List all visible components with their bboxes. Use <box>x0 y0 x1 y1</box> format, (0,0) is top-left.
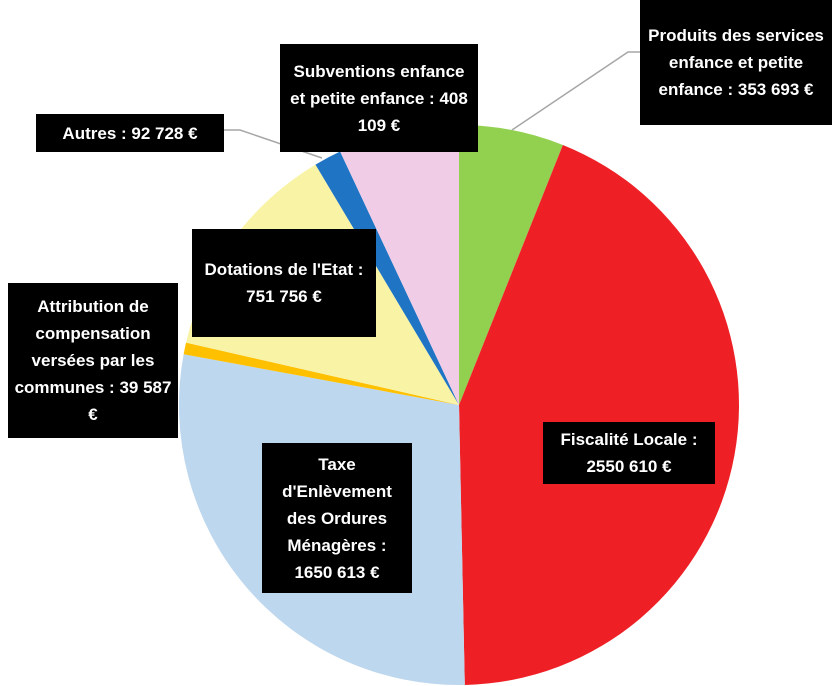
data-label: Fiscalité Locale : 2550 610 € <box>543 422 715 484</box>
pie-slice <box>459 125 563 405</box>
data-label: Taxe d'Enlèvement des Ordures Ménagères … <box>262 443 412 593</box>
category-name: Subventions enfance et petite enfance : <box>290 61 465 108</box>
pie-slice <box>459 144 739 685</box>
category-name: Dotations de l'Etat : <box>204 260 364 279</box>
value-label: 92 728 € <box>131 123 198 143</box>
category-name: Fiscalité Locale : <box>560 430 698 449</box>
label-text: Dotations de l'Etat : 751 756 € <box>198 256 370 310</box>
pie-slice <box>315 151 459 405</box>
label-text: Fiscalité Locale : 2550 610 € <box>549 426 709 480</box>
data-label: Attribution de compensation versées par … <box>8 283 178 438</box>
category-name: Produits des services enfance et petite … <box>648 26 824 99</box>
category-name: Attribution de compensation versées par … <box>14 297 155 397</box>
pie-slice <box>340 125 459 405</box>
label-text: Taxe d'Enlèvement des Ordures Ménagères … <box>268 451 406 586</box>
data-label: Subventions enfance et petite enfance : … <box>280 44 478 152</box>
label-text: Subventions enfance et petite enfance : … <box>286 58 472 139</box>
value-label: 408 109 € <box>357 88 468 135</box>
category-name: Autres : <box>62 123 127 143</box>
value-label: 39 587 € <box>88 378 172 424</box>
label-text: Produits des services enfance et petite … <box>646 22 826 103</box>
value-label: 2550 610 € <box>586 457 672 476</box>
value-label: 1650 613 € <box>294 562 380 582</box>
value-label: 353 693 € <box>737 80 814 99</box>
pie-slice <box>183 342 459 405</box>
value-label: 751 756 € <box>246 287 322 306</box>
data-label: Dotations de l'Etat : 751 756 € <box>192 229 376 337</box>
leader-line <box>511 51 640 131</box>
data-label: Autres : 92 728 € <box>36 114 224 152</box>
label-text: Attribution de compensation versées par … <box>14 293 172 428</box>
label-text: Autres : 92 728 € <box>42 120 218 147</box>
category-name: Taxe d'Enlèvement des Ordures Ménagères … <box>282 454 392 555</box>
data-label: Produits des services enfance et petite … <box>640 0 832 125</box>
